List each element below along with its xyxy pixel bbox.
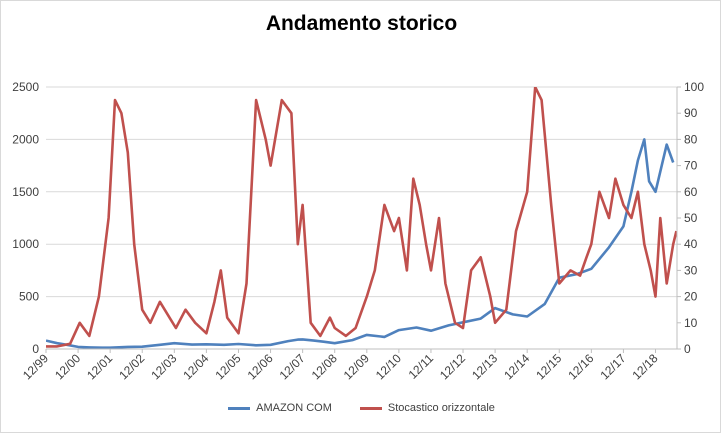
x-tick-label: 12/10 [373, 351, 404, 382]
x-tick-label: 12/05 [212, 351, 243, 382]
y-right-tick-label: 90 [684, 106, 698, 120]
series-line-stocastico [46, 87, 677, 348]
y-left-tick-label: 500 [19, 290, 39, 304]
y-left-tick-label: 1500 [12, 185, 39, 199]
y-left-tick-label: 1000 [12, 237, 39, 251]
x-tick-label: 12/07 [277, 351, 308, 382]
x-tick-label: 12/14 [501, 351, 532, 382]
y-left-tick-label: 2500 [12, 80, 39, 94]
y-left-tick-label: 2000 [12, 132, 39, 146]
legend-swatch-stocastico [359, 406, 382, 410]
chart-title: Andamento storico [265, 12, 458, 35]
series-line-amazon [46, 138, 675, 349]
x-tick-label: 12/17 [597, 351, 628, 382]
x-tick-label: 12/13 [469, 351, 500, 382]
x-tick-label: 12/09 [341, 351, 372, 382]
chart-legend: AMAZON COM Stocastico orizzontale [1, 402, 721, 414]
y-right-tick-label: 0 [684, 342, 691, 356]
legend-label-stocastico: Stocastico orizzontale [387, 402, 495, 414]
x-tick-label: 12/15 [533, 351, 564, 382]
y-right-tick-label: 40 [684, 237, 698, 251]
legend-item-amazon[interactable]: AMAZON COM [228, 402, 332, 414]
y-right-tick-label: 10 [684, 316, 698, 330]
y-right-tick-label: 50 [684, 211, 698, 225]
x-tick-label: 12/18 [629, 351, 660, 382]
y-right-tick-label: 100 [684, 80, 704, 94]
x-tick-label: 12/06 [245, 351, 276, 382]
x-tick-label: 12/02 [116, 351, 147, 382]
legend-item-stocastico[interactable]: Stocastico orizzontale [359, 402, 495, 414]
legend-label-amazon: AMAZON COM [256, 402, 332, 414]
y-left-tick-label: 0 [32, 342, 39, 356]
y-right-tick-label: 20 [684, 290, 698, 304]
x-tick-label: 12/11 [406, 351, 437, 382]
x-tick-label: 12/12 [437, 351, 468, 382]
x-tick-label: 12/99 [20, 351, 51, 382]
x-tick-label: 12/16 [565, 351, 596, 382]
x-tick-label: 12/01 [84, 351, 115, 382]
y-right-tick-label: 30 [684, 263, 698, 277]
x-tick-label: 12/00 [52, 351, 83, 382]
x-tick-label: 12/08 [309, 351, 340, 382]
x-tick-label: 12/04 [180, 351, 211, 382]
y-right-tick-label: 60 [684, 185, 698, 199]
y-right-tick-label: 70 [684, 159, 698, 173]
legend-swatch-amazon [228, 406, 251, 410]
y-right-tick-label: 80 [684, 132, 698, 146]
x-tick-label: 12/03 [148, 351, 179, 382]
